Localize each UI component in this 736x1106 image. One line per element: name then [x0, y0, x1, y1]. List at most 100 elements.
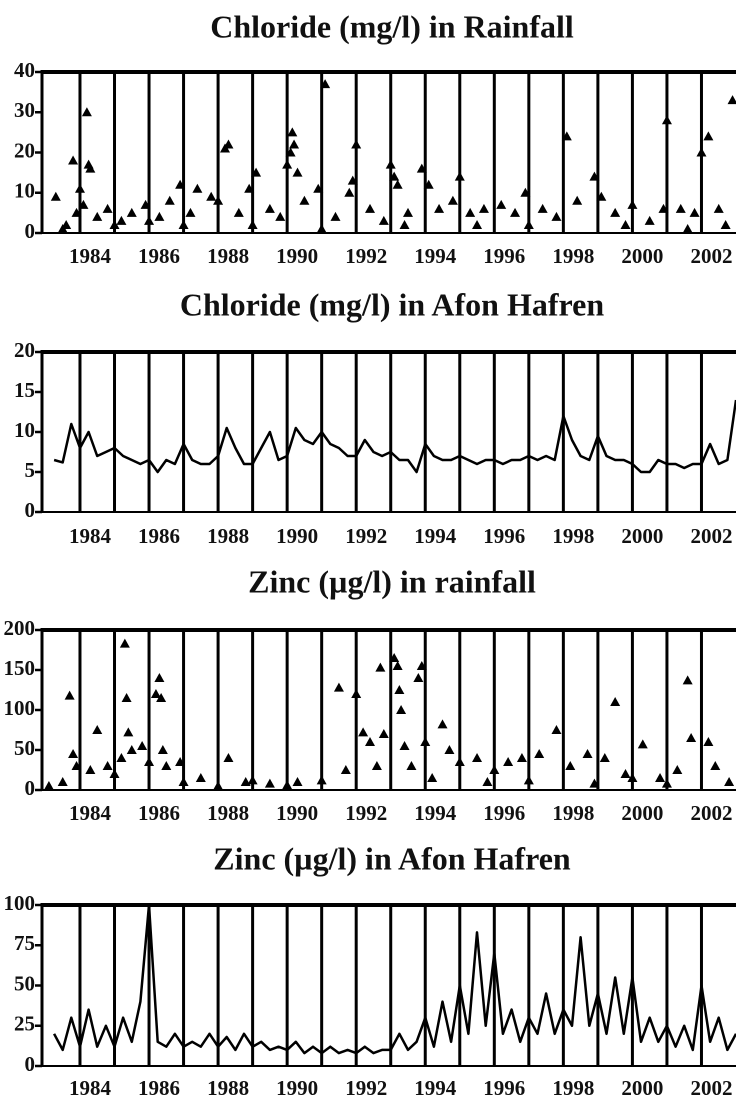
y-tick-label: 5	[25, 458, 36, 482]
x-tick-label: 1996	[483, 801, 525, 825]
marker	[116, 215, 127, 225]
marker	[233, 207, 244, 217]
marker	[399, 219, 410, 229]
y-tick-label: 75	[14, 931, 35, 955]
y-tick-label: 20	[14, 138, 35, 162]
marker	[713, 203, 724, 213]
marker	[378, 729, 389, 738]
marker	[156, 693, 167, 702]
x-tick-label: 2002	[690, 801, 732, 825]
marker	[396, 705, 407, 714]
chart-title: Zinc (µg/l) in rainfall	[248, 563, 536, 599]
marker	[365, 737, 376, 746]
x-tick-label: 1984	[69, 524, 112, 548]
y-tick-label: 0	[25, 219, 36, 243]
marker	[85, 765, 96, 774]
y-tick-label: 150	[4, 656, 36, 680]
marker	[292, 167, 303, 177]
x-tick-label: 1998	[552, 1076, 594, 1100]
marker	[119, 638, 130, 648]
x-tick-label: 1988	[207, 524, 249, 548]
y-tick-label: 100	[4, 891, 36, 915]
marker	[472, 219, 483, 229]
marker	[43, 781, 54, 790]
marker	[92, 211, 103, 221]
marker	[465, 207, 476, 217]
marker	[333, 682, 344, 692]
marker	[610, 697, 621, 706]
marker	[599, 753, 610, 762]
x-tick-label: 1994	[414, 801, 457, 825]
marker	[444, 745, 455, 754]
marker	[351, 139, 362, 149]
marker	[413, 673, 424, 682]
marker	[126, 207, 137, 217]
marker	[489, 765, 500, 774]
marker	[496, 199, 507, 209]
marker	[537, 203, 548, 213]
marker	[610, 207, 621, 217]
marker	[589, 778, 600, 788]
y-tick-label: 0	[25, 498, 36, 522]
x-tick-label: 1998	[552, 801, 594, 825]
marker	[661, 778, 672, 788]
series-line	[53, 399, 736, 474]
marker	[447, 195, 458, 205]
marker	[703, 131, 714, 141]
marker	[71, 207, 82, 217]
marker	[389, 653, 400, 662]
marker	[724, 777, 735, 786]
marker	[264, 778, 275, 788]
marker	[68, 749, 79, 758]
marker	[299, 195, 310, 205]
y-tick-label: 25	[14, 1012, 35, 1036]
marker	[682, 675, 693, 685]
chart-title: Chloride (mg/l) in Rainfall	[210, 8, 574, 44]
marker	[627, 199, 638, 209]
marker	[472, 753, 483, 762]
marker	[686, 733, 697, 742]
marker	[213, 781, 224, 790]
marker	[121, 693, 132, 702]
chart-title: Zinc (µg/l) in Afon Hafren	[213, 840, 571, 876]
marker	[703, 737, 714, 746]
marker	[392, 661, 403, 670]
marker	[175, 757, 186, 766]
x-tick-label: 2000	[621, 524, 663, 548]
marker	[420, 737, 431, 746]
marker	[340, 765, 351, 774]
marker	[710, 761, 721, 770]
marker	[416, 661, 427, 670]
marker	[175, 179, 186, 189]
marker	[520, 187, 531, 197]
x-tick-label: 1990	[276, 524, 318, 548]
x-tick-label: 1998	[552, 244, 594, 268]
x-tick-label: 2002	[690, 1076, 732, 1100]
marker	[178, 777, 189, 786]
marker	[161, 761, 172, 770]
x-tick-label: 1994	[414, 524, 457, 548]
marker	[316, 775, 327, 785]
marker	[406, 761, 417, 770]
marker	[116, 753, 127, 762]
marker	[275, 211, 286, 221]
y-tick-label: 20	[14, 338, 35, 362]
marker	[365, 203, 376, 213]
x-tick-label: 1990	[276, 801, 318, 825]
x-tick-label: 1996	[483, 1076, 525, 1100]
y-tick-label: 0	[25, 776, 36, 800]
marker	[247, 219, 258, 229]
marker	[637, 739, 648, 749]
x-tick-label: 1986	[138, 1076, 180, 1100]
x-tick-label: 1988	[207, 1076, 249, 1100]
marker	[78, 199, 89, 209]
x-tick-label: 1994	[414, 1076, 457, 1100]
marker	[523, 775, 534, 785]
marker	[672, 765, 683, 774]
marker	[206, 191, 217, 201]
marker	[434, 203, 445, 213]
marker	[109, 769, 120, 778]
marker	[644, 215, 655, 225]
marker	[264, 203, 275, 213]
